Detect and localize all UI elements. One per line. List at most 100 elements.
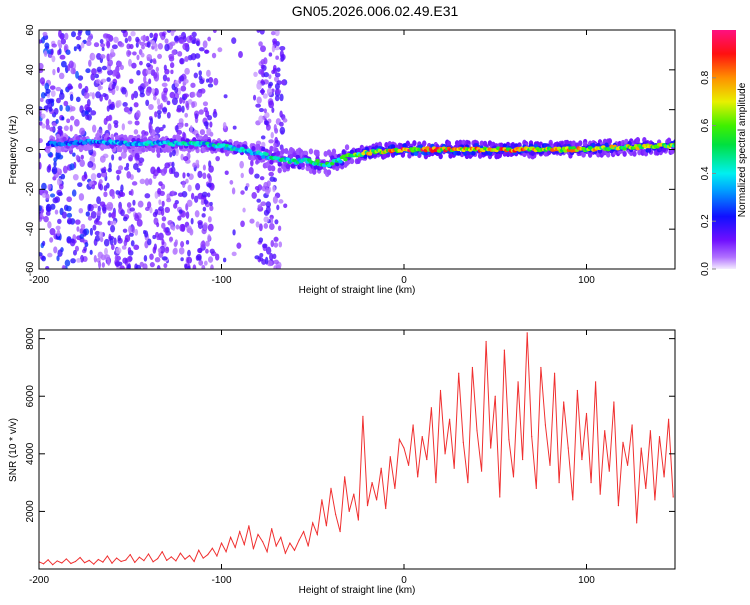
spectrogram-cell <box>124 166 129 171</box>
spectrogram-cell <box>78 208 84 214</box>
spectrogram-cell <box>258 237 264 243</box>
snr-point <box>344 476 346 478</box>
spectrogram-cell <box>85 114 90 120</box>
snr-point <box>134 561 136 563</box>
spectrogram-cell <box>55 225 61 231</box>
spectrogram-cell <box>39 62 44 70</box>
spectrogram-cell <box>182 180 186 188</box>
spectrogram-cell <box>77 31 82 37</box>
spectrogram-cell <box>151 146 156 153</box>
colorbar-label: Normalized spectral amplitude <box>737 82 748 217</box>
spectrogram-cell <box>160 168 167 176</box>
spectrogram-cell <box>57 218 62 224</box>
spectrogram-cell <box>260 88 265 96</box>
spectrogram-cell <box>252 94 257 101</box>
spectrogram-cell <box>128 78 134 84</box>
spectrogram-cell <box>273 236 279 242</box>
spectrogram-cell <box>41 255 46 262</box>
spectrogram-cell <box>53 160 57 168</box>
spectrogram-cell <box>161 222 166 229</box>
spectrogram-cell <box>133 102 139 108</box>
spectrogram-cell <box>53 246 58 254</box>
spectrogram-cell <box>41 182 47 191</box>
spectrogram-cell <box>54 209 59 215</box>
spectrogram-cell <box>255 221 260 228</box>
snr-point <box>225 551 227 553</box>
spectrogram-cell <box>284 148 289 155</box>
spectrogram-cell <box>155 147 161 154</box>
spectrogram-cell <box>153 72 158 79</box>
spectrogram-cell <box>49 126 55 132</box>
spectrogram-cell <box>202 101 209 107</box>
snr-point <box>394 487 396 489</box>
spectrogram-cell <box>107 201 113 207</box>
snr-point <box>93 563 95 565</box>
spectrogram-cell <box>104 254 111 261</box>
spectrogram-cell <box>166 30 172 33</box>
spectrogram-cell <box>154 46 158 52</box>
spectrogram-cell <box>153 88 159 96</box>
spectrogram-cell <box>161 216 167 222</box>
spectrogram-cell <box>258 41 263 47</box>
spectrogram-cell <box>156 265 161 269</box>
spectrogram-cell <box>46 165 51 173</box>
spectrogram-cell <box>179 75 185 82</box>
spectrogram-cell <box>112 220 117 226</box>
snr-point <box>357 519 359 521</box>
spectrogram-cell <box>208 76 214 84</box>
spectrogram-cell <box>83 246 87 252</box>
spectrogram-cell <box>99 201 106 207</box>
spectrogram-cell <box>140 52 145 58</box>
spectrogram-cell <box>80 154 84 160</box>
spectrogram-cell <box>275 88 282 95</box>
spectrogram-cell <box>186 199 193 208</box>
snr-point <box>626 464 629 466</box>
spectrogram-cell <box>118 42 125 48</box>
spectrogram-cell <box>93 254 97 263</box>
spectrogram-cell <box>157 104 162 111</box>
spectrogram-cell <box>279 93 284 102</box>
spectrogram-cell <box>145 99 150 107</box>
spectrogram-cell <box>51 55 56 63</box>
snr-point <box>166 559 168 561</box>
spectrogram-cell <box>99 54 106 59</box>
spectrogram-cell <box>187 184 192 192</box>
spectrogram-cell <box>131 93 135 101</box>
spectrogram-cell <box>186 265 191 269</box>
spectrogram-cell <box>128 232 134 237</box>
snr-point <box>398 438 401 441</box>
spectrogram-cell <box>56 255 60 262</box>
spectrogram-cell <box>82 228 87 237</box>
spectrogram-cell <box>265 205 271 214</box>
spectrogram-cell <box>169 151 173 158</box>
spectrogram-cell <box>136 69 141 76</box>
spectrogram-cell <box>200 240 206 249</box>
spectrogram-cell <box>78 193 85 201</box>
spectrogram-cell <box>55 86 62 92</box>
spectrogram-cell <box>39 111 42 117</box>
spectrogram-cell <box>102 206 107 214</box>
spectrogram-cell <box>206 69 211 77</box>
spectrogram-cell <box>272 67 278 74</box>
spectrogram-cell <box>251 192 257 199</box>
spectrogram-cell <box>91 68 97 76</box>
spectrogram-cell <box>73 46 77 52</box>
spectrogram-cell <box>96 210 102 217</box>
snr-point <box>462 441 464 443</box>
spectrogram-cell <box>126 256 133 263</box>
snr-point <box>157 558 159 560</box>
spectrogram-cell <box>126 202 132 208</box>
spectrogram-cell <box>587 151 593 158</box>
spectrogram-cell <box>276 67 281 72</box>
spectrogram-cell <box>313 164 319 170</box>
spectrogram-cell <box>259 152 264 156</box>
spectrogram-cell <box>90 110 97 116</box>
spectrogram-cell <box>258 68 264 75</box>
spectrogram-cell <box>192 137 197 143</box>
spectrogram-cell <box>208 165 214 173</box>
spectrogram-cell <box>129 207 136 212</box>
snr-point <box>385 507 387 510</box>
snr-point <box>138 556 140 558</box>
spectrogram-cell <box>137 85 143 91</box>
spectrogram-cell <box>180 85 187 92</box>
